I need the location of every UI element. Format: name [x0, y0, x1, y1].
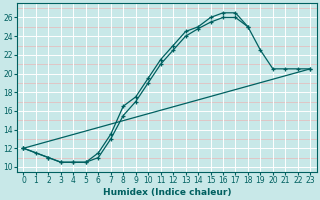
X-axis label: Humidex (Indice chaleur): Humidex (Indice chaleur) [103, 188, 231, 197]
